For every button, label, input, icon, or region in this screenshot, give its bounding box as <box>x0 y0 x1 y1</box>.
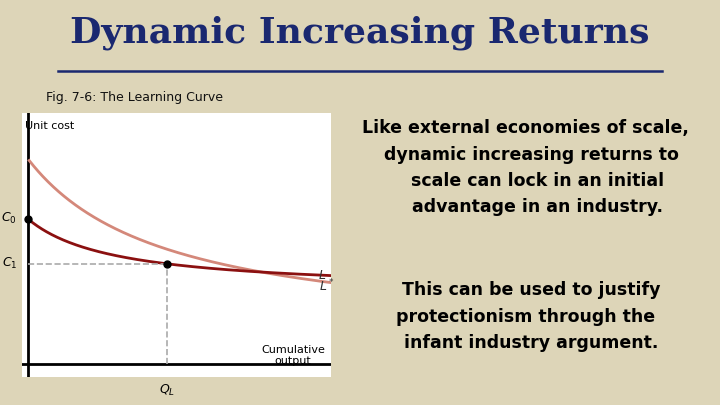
Text: $Q_L$: $Q_L$ <box>159 383 176 398</box>
Text: This can be used to justify
protectionism through the
  infant industry argument: This can be used to justify protectionis… <box>390 281 661 352</box>
Text: Like external economies of scale,
  dynamic increasing returns to
    scale can : Like external economies of scale, dynami… <box>362 119 689 216</box>
Text: $C_1$: $C_1$ <box>1 256 17 271</box>
Text: Unit cost: Unit cost <box>24 122 74 131</box>
Text: L: L <box>319 269 326 281</box>
Text: $C_0$: $C_0$ <box>1 211 17 226</box>
Text: Fig. 7-6: The Learning Curve: Fig. 7-6: The Learning Curve <box>46 91 223 104</box>
Text: Cumulative
output: Cumulative output <box>261 345 325 366</box>
Text: $L^*$: $L^*$ <box>319 277 335 294</box>
Text: Dynamic Increasing Returns: Dynamic Increasing Returns <box>71 15 649 50</box>
